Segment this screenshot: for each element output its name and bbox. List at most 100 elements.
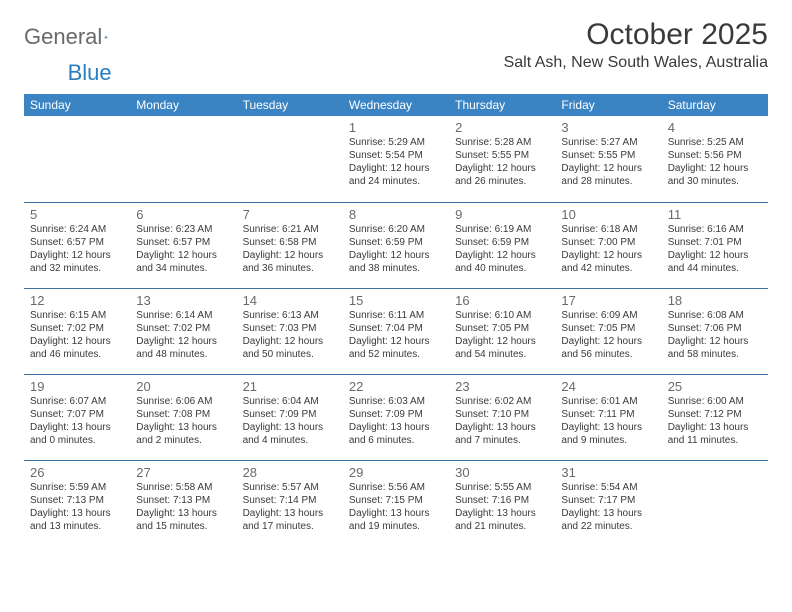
sunrise-text: Sunrise: 6:04 AM [243, 395, 337, 408]
sunset-text: Sunset: 7:11 PM [561, 408, 655, 421]
sunrise-text: Sunrise: 5:54 AM [561, 481, 655, 494]
daylight-text: Daylight: 12 hours and 58 minutes. [668, 335, 762, 361]
sunset-text: Sunset: 6:59 PM [455, 236, 549, 249]
sunset-text: Sunset: 7:12 PM [668, 408, 762, 421]
daylight-text: Daylight: 12 hours and 40 minutes. [455, 249, 549, 275]
day-number: 27 [136, 465, 230, 480]
sunrise-text: Sunrise: 6:00 AM [668, 395, 762, 408]
sunset-text: Sunset: 7:10 PM [455, 408, 549, 421]
day-number: 6 [136, 207, 230, 222]
sunrise-text: Sunrise: 6:19 AM [455, 223, 549, 236]
sunrise-text: Sunrise: 5:59 AM [30, 481, 124, 494]
daylight-text: Daylight: 13 hours and 6 minutes. [349, 421, 443, 447]
sunrise-text: Sunrise: 6:01 AM [561, 395, 655, 408]
daylight-text: Daylight: 12 hours and 34 minutes. [136, 249, 230, 275]
calendar-cell [130, 116, 236, 202]
sunset-text: Sunset: 7:02 PM [136, 322, 230, 335]
sunset-text: Sunset: 7:15 PM [349, 494, 443, 507]
sunset-text: Sunset: 7:02 PM [30, 322, 124, 335]
sunrise-text: Sunrise: 6:15 AM [30, 309, 124, 322]
calendar-cell [237, 116, 343, 202]
daylight-text: Daylight: 12 hours and 32 minutes. [30, 249, 124, 275]
daylight-text: Daylight: 13 hours and 2 minutes. [136, 421, 230, 447]
daylight-text: Daylight: 13 hours and 13 minutes. [30, 507, 124, 533]
sunset-text: Sunset: 7:04 PM [349, 322, 443, 335]
calendar-cell: 19Sunrise: 6:07 AMSunset: 7:07 PMDayligh… [24, 374, 130, 460]
weekday-header: Friday [555, 94, 661, 116]
sunset-text: Sunset: 7:09 PM [349, 408, 443, 421]
calendar-cell: 29Sunrise: 5:56 AMSunset: 7:15 PMDayligh… [343, 460, 449, 546]
weekday-header: Tuesday [237, 94, 343, 116]
sunset-text: Sunset: 5:56 PM [668, 149, 762, 162]
daylight-text: Daylight: 13 hours and 0 minutes. [30, 421, 124, 447]
calendar-cell: 14Sunrise: 6:13 AMSunset: 7:03 PMDayligh… [237, 288, 343, 374]
day-number: 28 [243, 465, 337, 480]
day-number: 10 [561, 207, 655, 222]
calendar-week-row: 12Sunrise: 6:15 AMSunset: 7:02 PMDayligh… [24, 288, 768, 374]
calendar-cell: 28Sunrise: 5:57 AMSunset: 7:14 PMDayligh… [237, 460, 343, 546]
sunset-text: Sunset: 7:13 PM [136, 494, 230, 507]
sunset-text: Sunset: 5:54 PM [349, 149, 443, 162]
sunrise-text: Sunrise: 6:07 AM [30, 395, 124, 408]
calendar-cell: 20Sunrise: 6:06 AMSunset: 7:08 PMDayligh… [130, 374, 236, 460]
daylight-text: Daylight: 12 hours and 38 minutes. [349, 249, 443, 275]
calendar-cell: 7Sunrise: 6:21 AMSunset: 6:58 PMDaylight… [237, 202, 343, 288]
sunset-text: Sunset: 7:07 PM [30, 408, 124, 421]
calendar-cell: 31Sunrise: 5:54 AMSunset: 7:17 PMDayligh… [555, 460, 661, 546]
weekday-header: Thursday [449, 94, 555, 116]
daylight-text: Daylight: 13 hours and 21 minutes. [455, 507, 549, 533]
calendar-cell: 27Sunrise: 5:58 AMSunset: 7:13 PMDayligh… [130, 460, 236, 546]
day-number: 11 [668, 207, 762, 222]
day-number: 18 [668, 293, 762, 308]
calendar-week-row: 19Sunrise: 6:07 AMSunset: 7:07 PMDayligh… [24, 374, 768, 460]
sunset-text: Sunset: 5:55 PM [455, 149, 549, 162]
sunset-text: Sunset: 5:55 PM [561, 149, 655, 162]
daylight-text: Daylight: 12 hours and 56 minutes. [561, 335, 655, 361]
day-number: 5 [30, 207, 124, 222]
calendar-week-row: 5Sunrise: 6:24 AMSunset: 6:57 PMDaylight… [24, 202, 768, 288]
sunrise-text: Sunrise: 6:20 AM [349, 223, 443, 236]
calendar-cell: 16Sunrise: 6:10 AMSunset: 7:05 PMDayligh… [449, 288, 555, 374]
daylight-text: Daylight: 12 hours and 26 minutes. [455, 162, 549, 188]
daylight-text: Daylight: 13 hours and 9 minutes. [561, 421, 655, 447]
day-number: 12 [30, 293, 124, 308]
daylight-text: Daylight: 12 hours and 36 minutes. [243, 249, 337, 275]
calendar-cell: 13Sunrise: 6:14 AMSunset: 7:02 PMDayligh… [130, 288, 236, 374]
calendar-cell: 8Sunrise: 6:20 AMSunset: 6:59 PMDaylight… [343, 202, 449, 288]
daylight-text: Daylight: 12 hours and 52 minutes. [349, 335, 443, 361]
sunset-text: Sunset: 7:08 PM [136, 408, 230, 421]
sunset-text: Sunset: 6:58 PM [243, 236, 337, 249]
logo-text-general: General [24, 24, 102, 50]
sunrise-text: Sunrise: 5:25 AM [668, 136, 762, 149]
month-title: October 2025 [504, 18, 768, 52]
daylight-text: Daylight: 13 hours and 17 minutes. [243, 507, 337, 533]
daylight-text: Daylight: 12 hours and 46 minutes. [30, 335, 124, 361]
sunrise-text: Sunrise: 6:03 AM [349, 395, 443, 408]
daylight-text: Daylight: 13 hours and 4 minutes. [243, 421, 337, 447]
calendar-cell: 6Sunrise: 6:23 AMSunset: 6:57 PMDaylight… [130, 202, 236, 288]
sunrise-text: Sunrise: 5:57 AM [243, 481, 337, 494]
page: General October 2025 Salt Ash, New South… [0, 0, 792, 546]
calendar-cell: 4Sunrise: 5:25 AMSunset: 5:56 PMDaylight… [662, 116, 768, 202]
sunrise-text: Sunrise: 6:23 AM [136, 223, 230, 236]
daylight-text: Daylight: 12 hours and 30 minutes. [668, 162, 762, 188]
sunrise-text: Sunrise: 6:02 AM [455, 395, 549, 408]
calendar-cell: 18Sunrise: 6:08 AMSunset: 7:06 PMDayligh… [662, 288, 768, 374]
sunrise-text: Sunrise: 6:09 AM [561, 309, 655, 322]
calendar-cell [662, 460, 768, 546]
sunrise-text: Sunrise: 5:27 AM [561, 136, 655, 149]
day-number: 23 [455, 379, 549, 394]
sunrise-text: Sunrise: 6:16 AM [668, 223, 762, 236]
sunset-text: Sunset: 7:16 PM [455, 494, 549, 507]
weekday-row: SundayMondayTuesdayWednesdayThursdayFrid… [24, 94, 768, 116]
day-number: 14 [243, 293, 337, 308]
sunset-text: Sunset: 7:06 PM [668, 322, 762, 335]
daylight-text: Daylight: 12 hours and 28 minutes. [561, 162, 655, 188]
logo: General [24, 18, 128, 50]
daylight-text: Daylight: 12 hours and 24 minutes. [349, 162, 443, 188]
sunrise-text: Sunrise: 6:13 AM [243, 309, 337, 322]
sunrise-text: Sunrise: 5:28 AM [455, 136, 549, 149]
day-number: 13 [136, 293, 230, 308]
sunset-text: Sunset: 7:14 PM [243, 494, 337, 507]
day-number: 24 [561, 379, 655, 394]
